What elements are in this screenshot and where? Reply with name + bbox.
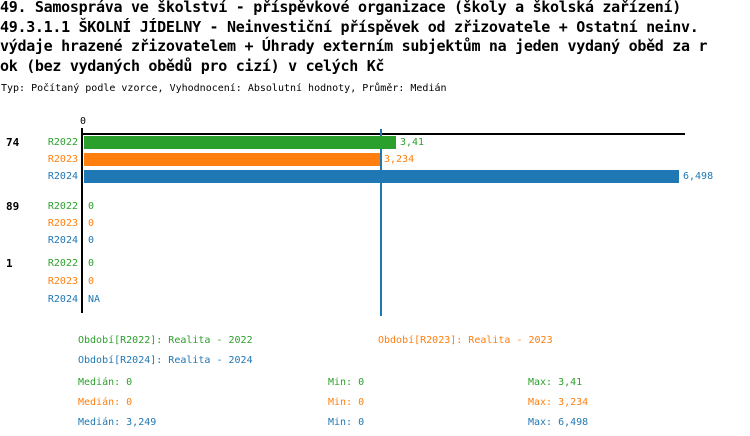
legend-item-R2024: Období[R2024]: Realita - 2024	[78, 355, 253, 366]
report-title: 49. Samospráva ve školství - příspěvkové…	[0, 0, 750, 76]
bar-value-label: 0	[88, 258, 95, 269]
row-series-label: R2022	[47, 201, 78, 212]
stat-median-R2022: Medián: 0	[78, 377, 133, 388]
y-axis-line	[81, 128, 83, 313]
stat-min-R2022: Min: 0	[328, 377, 365, 388]
group-count-label: 74	[6, 136, 20, 149]
group-count-label: 1	[6, 257, 13, 270]
report-title-line: 49.3.1.1 ŠKOLNÍ JÍDELNY - Neinvestiční p…	[0, 17, 699, 36]
row-series-label: R2022	[47, 137, 78, 148]
stat-min-R2023: Min: 0	[328, 397, 365, 408]
group-count-label: 89	[6, 200, 20, 213]
bar-R2023	[84, 153, 380, 166]
row-series-label: R2023	[47, 218, 78, 229]
stat-max-R2022: Max: 3,41	[528, 377, 583, 388]
x-axis-top-line	[81, 133, 685, 135]
legend-item-R2022: Období[R2022]: Realita - 2022	[78, 335, 253, 346]
row-series-label: R2024	[47, 294, 78, 305]
row-series-label: R2024	[47, 235, 78, 246]
bar-value-label: 0	[88, 276, 95, 287]
stat-median-R2023: Medián: 0	[78, 397, 133, 408]
stat-max-R2024: Max: 6,498	[528, 417, 589, 428]
legend-item-R2023: Období[R2023]: Realita - 2023	[378, 335, 553, 346]
bar-value-label: 0	[88, 235, 95, 246]
bar-value-label: NA	[88, 294, 101, 305]
report-title-line: 49. Samospráva ve školství - příspěvkové…	[0, 0, 682, 16]
stat-median-R2024: Medián: 3,249	[78, 417, 157, 428]
median-line	[380, 129, 382, 316]
stat-min-R2024: Min: 0	[328, 417, 365, 428]
bar-value-label: 3,41	[400, 137, 425, 148]
row-series-label: R2023	[47, 154, 78, 165]
stat-max-R2023: Max: 3,234	[528, 397, 589, 408]
row-series-label: R2023	[47, 276, 78, 287]
bar-value-label: 0	[88, 201, 95, 212]
row-series-label: R2022	[47, 258, 78, 269]
report-title-line: ok (bez vydaných obědů pro cizí) v celýc…	[0, 56, 385, 75]
bar-value-label: 3,234	[384, 154, 415, 165]
bar-value-label: 0	[88, 218, 95, 229]
report-title-line: výdaje hrazené zřizovatelem + Úhrady ext…	[0, 37, 708, 55]
bar-value-label: 6,498	[683, 171, 714, 182]
axis-zero-label: 0	[79, 116, 87, 127]
row-series-label: R2024	[47, 171, 78, 182]
report-meta: Typ: Počítaný podle vzorce, Vyhodnocení:…	[1, 83, 447, 94]
bar-R2022	[84, 136, 396, 149]
bar-R2024	[84, 170, 679, 183]
